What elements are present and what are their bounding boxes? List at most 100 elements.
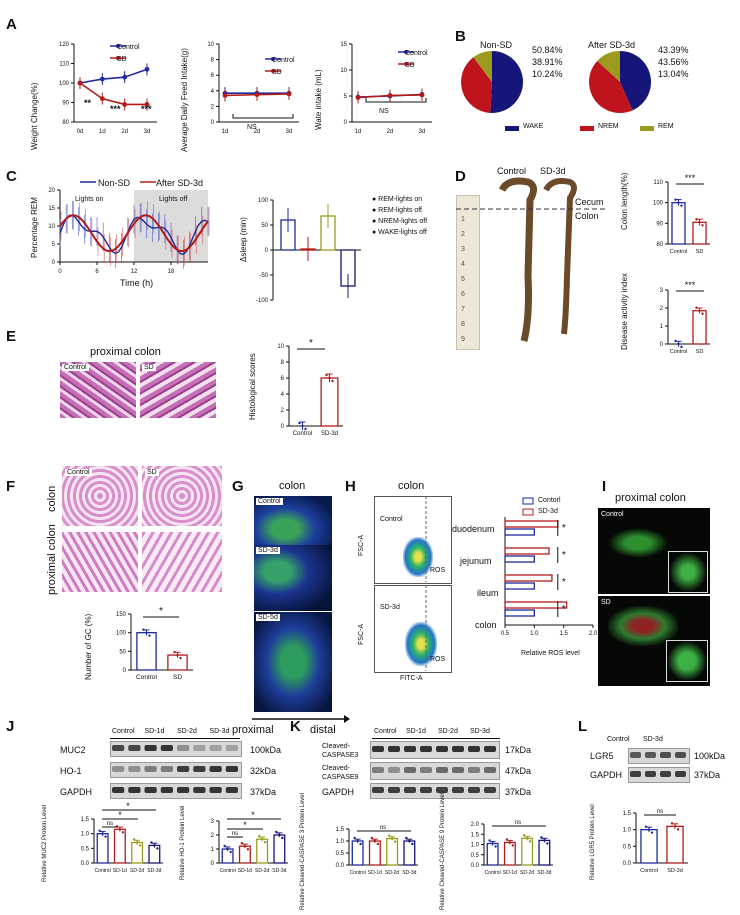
band xyxy=(420,746,432,752)
j-blot-gapdh xyxy=(110,783,242,799)
c-lights-off: Lights off xyxy=(159,196,188,203)
e-img-label-sd: SD xyxy=(142,364,156,371)
j2-ns: ns xyxy=(232,831,238,837)
a1-ylabel: Weight Change(%) xyxy=(30,82,39,150)
data-point xyxy=(359,842,362,846)
y-tick-label: 2.0 xyxy=(471,822,480,828)
h-cat-jejunum: jejunum xyxy=(460,556,492,566)
band xyxy=(484,746,496,752)
c-legend-after-sd: After SD-3d xyxy=(156,178,204,188)
data-point xyxy=(701,224,704,227)
data-point xyxy=(674,339,677,343)
y-tick-label: 0.0 xyxy=(81,861,90,867)
x-tick-label: SD-2d xyxy=(520,870,534,876)
colon-specimen-image xyxy=(498,177,577,342)
y-tick-label: 0.0 xyxy=(623,861,632,867)
y-tick-label: 100 xyxy=(258,198,269,204)
i-img-label-control: Control xyxy=(601,511,624,518)
data-point xyxy=(543,839,546,842)
data-point xyxy=(680,345,683,349)
band xyxy=(452,787,464,793)
y-tick-label: 8 xyxy=(281,360,285,366)
x-tick-label: 0d xyxy=(77,129,84,135)
data-point xyxy=(356,839,359,843)
cecum-colon-divider xyxy=(456,208,606,210)
c2-ylabel: Δsleep (min) xyxy=(239,217,248,262)
pie2-label-wake: 43.39% xyxy=(658,45,689,55)
goblet-cell-chart: 0 50 100 150 Control SD * xyxy=(116,606,193,681)
data-point xyxy=(488,839,491,842)
e-sig: * xyxy=(309,338,313,349)
x-tick-label: SD-1d xyxy=(113,868,127,874)
e-title: proximal colon xyxy=(90,346,161,358)
h-legend-sd: SD-3d xyxy=(538,508,558,515)
h-fsc-1: FSC-A xyxy=(358,535,365,556)
data-point xyxy=(132,838,136,841)
data-point xyxy=(674,198,677,201)
group-label: SD-1d xyxy=(144,728,165,735)
legend-marker-sd xyxy=(271,69,275,73)
panel-label-c: C xyxy=(6,168,17,185)
weight-change-chart: 80 90 100 110 120 0d 1d 2d 3d xyxy=(59,42,157,135)
j1-ns: ns xyxy=(107,821,113,827)
data-point xyxy=(677,201,680,204)
data-point xyxy=(121,831,125,834)
ruler-number: 3 xyxy=(461,246,465,253)
y-tick-label: 0 xyxy=(211,861,215,867)
l-protein-gapdh: GAPDH xyxy=(590,770,623,780)
band xyxy=(468,746,480,752)
y-tick-label: -100 xyxy=(256,298,269,304)
g-img-label-control: Control xyxy=(256,498,283,505)
ho1-level-chart: 0 1 2 3 Control SD-1d SD-2d SD-3d ns * * xyxy=(211,810,288,874)
data-point xyxy=(298,421,301,425)
y-tick-label: 2 xyxy=(211,104,215,110)
data-point xyxy=(142,628,145,631)
data-point xyxy=(99,76,105,82)
y-tick-label: 3 xyxy=(660,288,664,294)
band xyxy=(468,787,480,793)
ruler-number: 5 xyxy=(461,276,465,283)
data-point xyxy=(698,309,701,312)
k1-ylabel: Relative Cleaved-CASPASE 3 Protein Level xyxy=(300,793,306,910)
j-kda-muc2: 100kDa xyxy=(250,745,282,755)
bar-sd-2d xyxy=(521,837,534,866)
y-tick-label: 1.5 xyxy=(81,817,90,823)
band xyxy=(128,787,141,793)
group-label: SD-2d xyxy=(177,728,197,735)
h-cat-duodenum: duodenum xyxy=(452,524,495,534)
band xyxy=(144,766,157,772)
data-point xyxy=(99,96,105,101)
bar-jejunum-0 xyxy=(504,555,535,563)
data-point xyxy=(331,379,334,383)
h-title: colon xyxy=(398,480,425,492)
band xyxy=(112,745,125,751)
g-proximal: proximal xyxy=(232,724,274,736)
l-bands xyxy=(630,752,686,777)
data-point xyxy=(644,825,648,828)
ruler-number: 2 xyxy=(461,231,465,238)
ns-bracket xyxy=(365,98,427,103)
h-gate-lines xyxy=(425,496,427,671)
b-legend-swatch-wake xyxy=(505,126,519,131)
data-point xyxy=(387,93,393,98)
bar-control xyxy=(671,202,686,245)
water-intake-chart: 0 5 10 15 1d 2d 3d xyxy=(340,42,432,135)
y-tick-label: 50 xyxy=(261,223,268,229)
d-sd-label: SD-3d xyxy=(540,166,566,176)
y-tick-label: 1 xyxy=(211,847,215,853)
x-tick-label: 12 xyxy=(131,269,138,275)
g-distal: distal xyxy=(310,724,336,736)
x-tick-label: Control xyxy=(350,870,366,876)
l-group-sd: SD-3d xyxy=(643,736,663,743)
data-point xyxy=(695,306,698,309)
l-ns: ns xyxy=(657,809,663,815)
x-tick-label: SD xyxy=(696,249,704,255)
h-fsc-2: FSC-A xyxy=(358,624,365,645)
b-legend-nrem: NREM xyxy=(598,123,619,130)
h-ros-1: ROS xyxy=(430,567,446,574)
ruler-image xyxy=(456,195,480,350)
data-point xyxy=(405,836,408,840)
f-img-label-control: Control xyxy=(65,469,92,476)
band xyxy=(112,787,125,793)
x-tick-label: 2d xyxy=(387,129,394,135)
